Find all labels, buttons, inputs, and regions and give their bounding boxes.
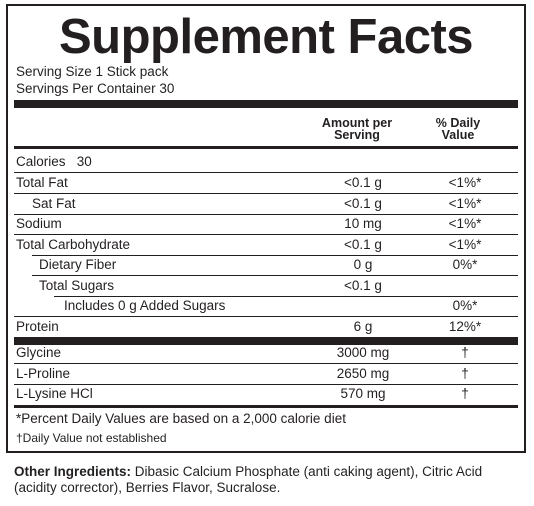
- other-ingredients: Other Ingredients: Dibasic Calcium Phosp…: [14, 464, 514, 496]
- daily-value-header: % Daily Value: [422, 116, 494, 142]
- header-divider: [14, 146, 518, 149]
- amount-header-line-1: Amount per: [321, 116, 393, 130]
- nutrient-amount: 6 g: [353, 319, 373, 334]
- nutrient-row: Includes 0 g Added Sugars 0%*: [14, 296, 518, 317]
- ingredient-dv: †: [461, 386, 469, 401]
- nutrient-dv: <1%*: [448, 196, 482, 211]
- other-ingredients-label: Other Ingredients:: [14, 464, 132, 479]
- calories-value: 30: [76, 154, 92, 169]
- other-ingredients-text: Dibasic Calcium Phosphate (anti caking a…: [14, 464, 483, 495]
- nutrient-label: Dietary Fiber: [39, 257, 117, 272]
- ingredient-row: L-Proline 2650 mg †: [14, 364, 518, 385]
- nutrient-label: Includes 0 g Added Sugars: [64, 298, 226, 313]
- nutrient-dv: 0%*: [452, 257, 478, 272]
- nutrient-amount: 10 mg: [344, 216, 382, 231]
- row-rule: [14, 172, 518, 173]
- percent-daily-value-footnote: *Percent Daily Values are based on a 2,0…: [16, 411, 346, 426]
- nutrient-row: Dietary Fiber 0 g 0%*: [14, 255, 518, 276]
- dagger-footnote: †Daily Value not established: [16, 431, 167, 445]
- ingredient-amount: 3000 mg: [336, 345, 390, 360]
- amount-per-serving-header: Amount per Serving: [308, 116, 406, 142]
- thick-divider: [14, 337, 518, 345]
- ingredient-dv: †: [461, 366, 469, 381]
- row-rule: [54, 296, 518, 297]
- ingredient-dv: †: [461, 345, 469, 360]
- nutrient-dv: <1%*: [448, 237, 482, 252]
- row-rule: [14, 316, 518, 317]
- calories-row: Calories 30: [14, 152, 518, 173]
- nutrient-row: Total Sugars <0.1 g: [14, 276, 518, 297]
- row-rule: [32, 255, 518, 256]
- row-rule: [14, 363, 518, 364]
- ingredient-row: Glycine 3000 mg †: [14, 343, 518, 364]
- ingredient-amount: 570 mg: [340, 386, 386, 401]
- nutrient-label: Sodium: [16, 216, 62, 231]
- dv-header-line-1: % Daily: [435, 116, 481, 130]
- ingredient-label: Glycine: [16, 345, 62, 360]
- nutrient-dv: <1%*: [448, 175, 482, 190]
- row-rule: [14, 234, 518, 235]
- ingredient-row: L-Lysine HCl 570 mg †: [14, 384, 518, 404]
- nutrient-dv: 12%*: [448, 319, 482, 334]
- amount-header-line-2: Serving: [334, 128, 380, 142]
- panel-title: Supplement Facts: [58, 10, 474, 64]
- nutrient-amount: <0.1 g: [344, 175, 382, 190]
- nutrient-row: Total Fat <0.1 g <1%*: [14, 173, 518, 194]
- nutrient-dv: <1%*: [448, 216, 482, 231]
- nutrient-label: Protein: [16, 319, 59, 334]
- nutrient-row: Sat Fat <0.1 g <1%*: [14, 194, 518, 215]
- nutrient-label: Total Carbohydrate: [16, 237, 131, 252]
- ingredient-amount: 2650 mg: [336, 366, 390, 381]
- ingredient-label: L-Proline: [16, 366, 71, 381]
- servings-per-container: Servings Per Container 30: [16, 81, 175, 96]
- footnote-divider: [14, 405, 518, 408]
- supplement-facts-panel: Supplement Facts Serving Size 1 Stick pa…: [6, 4, 526, 453]
- nutrient-label: Total Sugars: [39, 278, 115, 293]
- nutrient-row: Total Carbohydrate <0.1 g <1%*: [14, 235, 518, 256]
- nutrient-label: Sat Fat: [32, 196, 76, 211]
- row-rule: [14, 193, 518, 194]
- nutrient-row: Protein 6 g 12%*: [14, 317, 518, 337]
- nutrient-amount: 0 g: [353, 257, 373, 272]
- ingredient-label: L-Lysine HCl: [16, 386, 93, 401]
- nutrient-amount: <0.1 g: [344, 278, 382, 293]
- nutrient-row: Sodium 10 mg <1%*: [14, 214, 518, 235]
- row-rule: [32, 275, 518, 276]
- nutrient-dv: 0%*: [452, 298, 478, 313]
- thick-divider: [14, 100, 518, 108]
- calories-label: Calories 30: [16, 154, 92, 169]
- nutrient-amount: <0.1 g: [344, 237, 382, 252]
- row-rule: [14, 384, 518, 385]
- dv-header-line-2: Value: [441, 128, 475, 142]
- row-rule: [14, 214, 518, 215]
- serving-size: Serving Size 1 Stick pack: [16, 64, 169, 79]
- nutrient-label: Total Fat: [16, 175, 68, 190]
- nutrient-amount: <0.1 g: [344, 196, 382, 211]
